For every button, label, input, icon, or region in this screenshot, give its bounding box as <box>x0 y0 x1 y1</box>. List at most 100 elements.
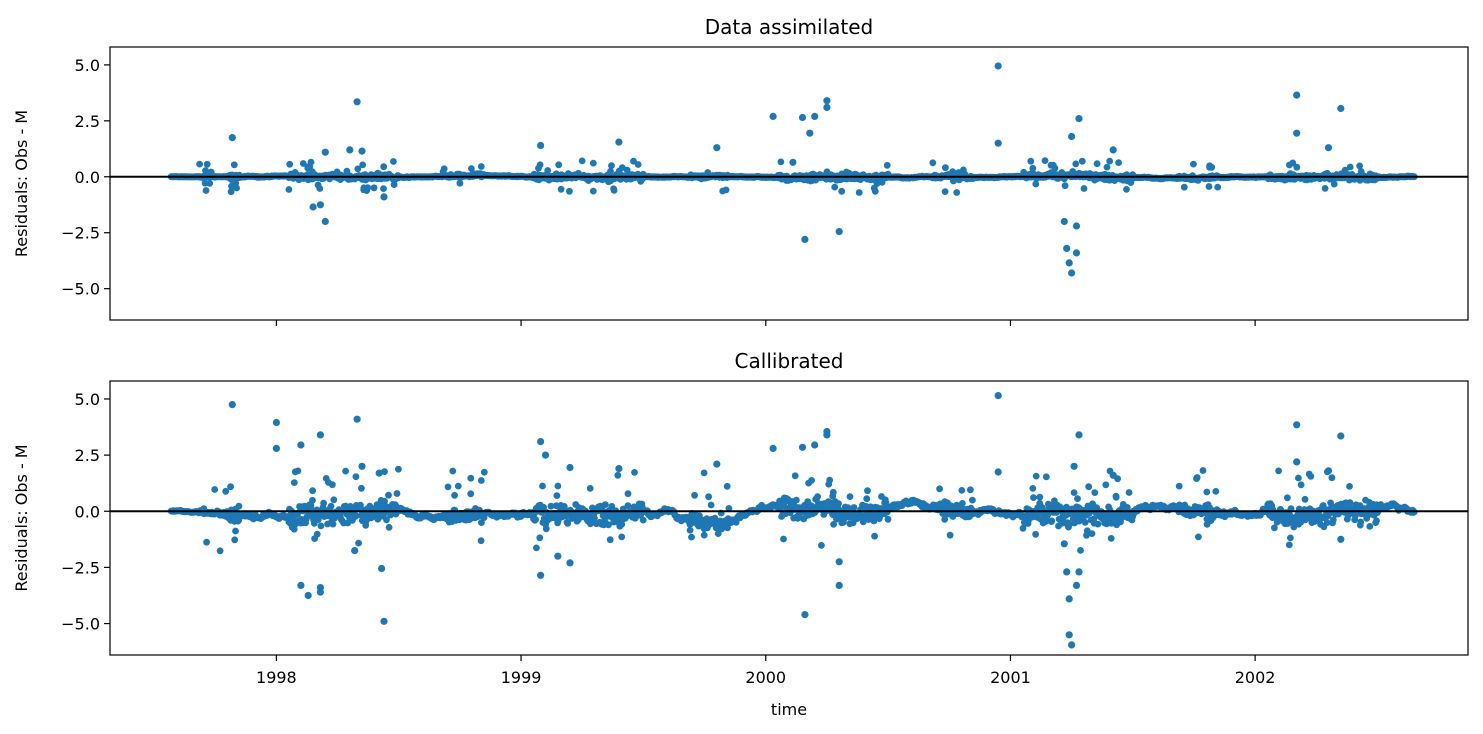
data-point <box>385 491 392 499</box>
data-point <box>871 532 878 540</box>
data-point-outlier <box>228 134 236 142</box>
data-point-outlier <box>228 401 236 409</box>
data-point <box>950 177 957 185</box>
data-point <box>1127 179 1135 187</box>
data-point <box>707 501 715 509</box>
y-tick-label: −5.0 <box>61 280 100 299</box>
y-ticks: 5.0 2.5 0.0 −2.5 −5.0 <box>61 390 110 634</box>
data-point <box>586 485 594 492</box>
data-point <box>454 482 462 490</box>
data-point <box>835 500 842 508</box>
data-point <box>395 465 402 473</box>
data-point <box>291 468 299 476</box>
data-point-outlier <box>297 581 305 590</box>
data-point <box>290 525 298 533</box>
data-point-outlier <box>272 444 280 452</box>
data-point-outlier <box>1065 595 1073 603</box>
data-point <box>955 176 963 184</box>
data-point <box>393 490 401 497</box>
data-point-outlier <box>1293 421 1301 429</box>
data-point <box>544 167 552 174</box>
data-point <box>850 504 858 511</box>
data-point <box>1077 547 1084 554</box>
data-point <box>1286 170 1294 178</box>
data-point-outlier <box>1060 217 1068 226</box>
data-point <box>317 522 325 530</box>
data-point-outlier <box>541 451 550 459</box>
data-point-outlier <box>1063 568 1071 576</box>
data-point <box>1090 519 1098 527</box>
data-point-outlier <box>1065 259 1073 267</box>
data-point <box>618 533 626 541</box>
data-point <box>637 178 645 185</box>
y-tick-label: 5.0 <box>75 390 100 409</box>
data-point <box>1189 172 1196 180</box>
data-point <box>686 526 694 534</box>
data-point <box>1204 501 1212 508</box>
data-point-outlier <box>823 431 831 439</box>
data-point <box>1069 168 1077 175</box>
data-point <box>1206 163 1213 171</box>
data-point <box>1029 485 1037 492</box>
data-point <box>320 499 327 507</box>
data-point <box>477 477 485 484</box>
data-point <box>635 502 642 509</box>
data-point-outlier <box>351 547 359 555</box>
data-point-outlier <box>1075 568 1083 576</box>
data-point <box>1091 489 1099 496</box>
data-point <box>202 187 210 194</box>
data-point-outlier <box>1324 144 1333 152</box>
data-point <box>1030 494 1037 501</box>
data-point-outlier <box>358 462 366 470</box>
y-tick-label: 2.5 <box>75 112 100 131</box>
data-point <box>357 501 364 509</box>
data-point <box>725 505 733 512</box>
data-point <box>451 491 458 499</box>
data-point <box>554 482 562 490</box>
data-point <box>1072 160 1080 168</box>
data-point-outlier <box>380 193 388 201</box>
data-point <box>1286 161 1293 169</box>
y-tick-label: −5.0 <box>61 615 100 634</box>
data-point <box>1088 530 1096 537</box>
data-point <box>227 483 235 491</box>
data-point <box>1107 535 1115 542</box>
data-point <box>325 479 332 486</box>
data-point <box>232 527 239 535</box>
data-point <box>1080 185 1088 192</box>
data-point <box>560 503 568 510</box>
data-point-outlier <box>1337 535 1345 543</box>
data-point <box>449 467 457 475</box>
data-point <box>777 158 785 166</box>
panel-callibrated: 5.0 2.5 0.0 −2.5 −5.0 1998 1999 2000 2001 2002 C… <box>12 349 1469 719</box>
data-point <box>1112 492 1120 500</box>
data-point <box>1181 501 1189 509</box>
data-point <box>1293 163 1301 171</box>
data-point <box>818 542 825 549</box>
data-point <box>1295 474 1302 482</box>
data-point <box>480 468 488 476</box>
data-point-outlier <box>353 415 361 423</box>
data-point <box>291 169 299 176</box>
data-point <box>704 169 712 176</box>
data-point <box>380 185 387 193</box>
data-point <box>381 468 388 475</box>
data-point-outlier <box>1068 132 1076 141</box>
data-point <box>333 168 341 176</box>
data-point <box>949 168 956 176</box>
data-point <box>290 479 298 486</box>
data-point-outlier <box>994 62 1002 70</box>
data-point <box>1078 157 1086 165</box>
data-point-outlier <box>537 438 545 446</box>
data-point <box>929 159 937 167</box>
x-axis-label: time <box>771 700 807 719</box>
data-point-outlier <box>375 469 383 477</box>
data-point <box>203 160 211 168</box>
data-point <box>630 157 637 165</box>
data-point <box>196 160 204 168</box>
data-point <box>1203 488 1211 496</box>
data-point-outlier <box>566 463 574 472</box>
data-point-outlier <box>713 144 721 152</box>
data-point <box>618 520 626 528</box>
data-point <box>1074 495 1081 502</box>
